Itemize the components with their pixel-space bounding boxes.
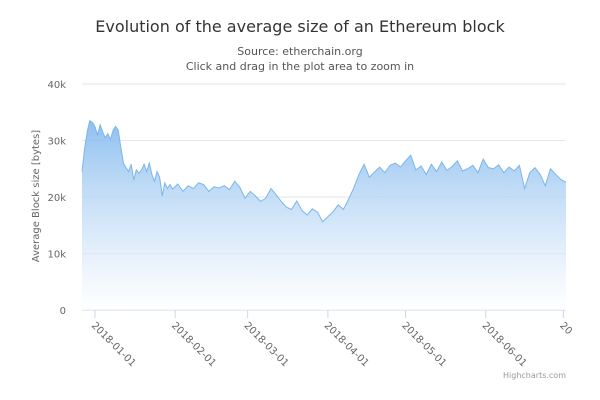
- y-tick-label: 30k: [47, 137, 66, 148]
- y-tick-label: 10k: [47, 250, 66, 261]
- series-line[interactable]: [81, 119, 567, 223]
- chart-subtitle-zoom-hint: Click and drag in the plot area to zoom …: [186, 60, 414, 73]
- y-tick-label: 20k: [47, 193, 66, 204]
- x-tick-label: 2018-05-01: [399, 320, 448, 369]
- x-tick-label: 2018-02-01: [169, 320, 218, 369]
- x-tick-label: 2018-03-01: [242, 320, 291, 369]
- chart-subtitle-source: Source: etherchain.org: [237, 45, 362, 58]
- plot-area[interactable]: [81, 119, 567, 310]
- x-tick-label: 2018-04-01: [322, 320, 371, 369]
- chart-title: Evolution of the average size of an Ethe…: [95, 17, 505, 36]
- y-tick-label: 0: [60, 306, 66, 317]
- x-axis: 2018-01-01 2018-02-01 2018-03-01 2018-04-01…: [89, 310, 574, 369]
- y-axis: 0 10k 20k 30k 40k: [47, 80, 66, 317]
- y-tick-label: 40k: [47, 80, 66, 91]
- x-tick-label: 2018-01-01: [89, 320, 138, 369]
- x-tick-label: 2018-06-01: [480, 320, 529, 369]
- highcharts-credits[interactable]: Highcharts.com: [503, 371, 566, 380]
- series-area-fill[interactable]: [82, 120, 566, 310]
- y-axis-title: Average Block size [bytes]: [31, 130, 42, 262]
- x-tick-label: 20: [557, 320, 574, 337]
